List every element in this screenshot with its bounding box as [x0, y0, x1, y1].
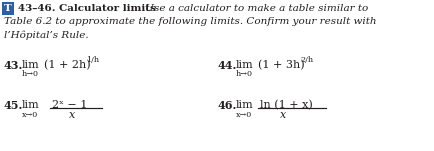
Text: 45.: 45.	[4, 100, 23, 111]
Text: lim: lim	[22, 60, 40, 70]
Text: (1 + 3h): (1 + 3h)	[258, 60, 305, 70]
Text: x: x	[69, 110, 75, 120]
Text: 43–46. Calculator limits: 43–46. Calculator limits	[18, 4, 156, 13]
Text: lim: lim	[22, 100, 40, 110]
Text: Use a calculator to make a table similar to: Use a calculator to make a table similar…	[142, 4, 368, 13]
Text: 2/h: 2/h	[300, 56, 313, 64]
Text: x: x	[280, 110, 286, 120]
Text: h→0: h→0	[236, 70, 253, 78]
Text: 2ˣ − 1: 2ˣ − 1	[52, 100, 87, 110]
Text: T: T	[4, 4, 12, 13]
Text: ln (1 + x): ln (1 + x)	[260, 100, 313, 110]
Text: l’Hôpital’s Rule.: l’Hôpital’s Rule.	[4, 30, 89, 40]
Text: lim: lim	[236, 100, 254, 110]
Text: (1 + 2h): (1 + 2h)	[44, 60, 91, 70]
Text: 44.: 44.	[218, 60, 237, 71]
Text: h→0: h→0	[22, 70, 39, 78]
Text: 1/h: 1/h	[86, 56, 99, 64]
Text: 46.: 46.	[218, 100, 237, 111]
Text: x→0: x→0	[22, 111, 38, 119]
Text: lim: lim	[236, 60, 254, 70]
Text: x→0: x→0	[236, 111, 252, 119]
Text: Table 6.2 to approximate the following limits. Confirm your result with: Table 6.2 to approximate the following l…	[4, 17, 377, 26]
Text: 43.: 43.	[4, 60, 23, 71]
